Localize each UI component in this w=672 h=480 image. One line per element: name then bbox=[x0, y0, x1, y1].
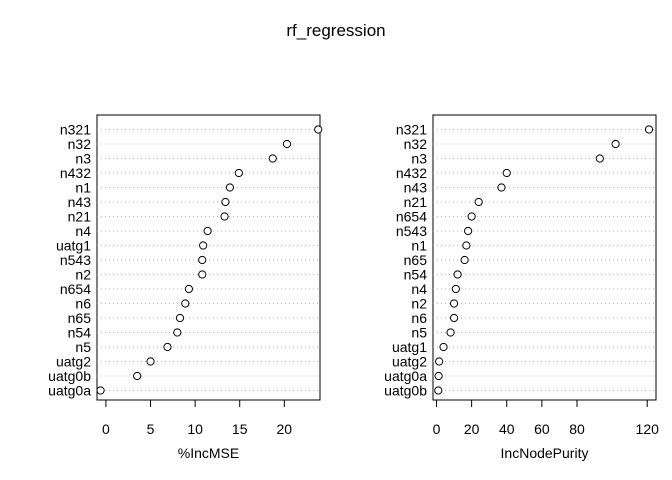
chart-title: rf_regression bbox=[286, 21, 385, 40]
category-label: n1 bbox=[411, 238, 427, 254]
category-label: uatg0a bbox=[48, 383, 91, 399]
category-label: n65 bbox=[404, 252, 428, 268]
category-label: uatg2 bbox=[392, 354, 427, 370]
category-label: n543 bbox=[396, 223, 427, 239]
x-tick-label: 20 bbox=[464, 421, 480, 437]
x-tick-label: 0 bbox=[102, 421, 110, 437]
category-label: n5 bbox=[75, 339, 91, 355]
data-point bbox=[314, 125, 323, 134]
data-point bbox=[163, 342, 172, 352]
panel-incmse: n321n32n3n432n1n43n21n4uatg1n543n2n654n6… bbox=[48, 114, 323, 461]
category-label: n543 bbox=[60, 252, 91, 268]
x-tick-label: 0 bbox=[433, 421, 441, 437]
category-label: uatg1 bbox=[392, 339, 427, 355]
data-point bbox=[460, 255, 469, 265]
category-label: n2 bbox=[411, 296, 427, 312]
x-axis-label: %IncMSE bbox=[178, 445, 239, 461]
x-tick-label: 20 bbox=[277, 421, 293, 437]
data-point bbox=[644, 125, 654, 134]
data-point bbox=[446, 328, 455, 337]
category-label: n5 bbox=[411, 325, 427, 341]
category-label: uatg1 bbox=[56, 238, 91, 254]
category-label: n54 bbox=[404, 267, 428, 283]
category-label: n321 bbox=[396, 122, 427, 138]
x-tick-label: 80 bbox=[569, 421, 585, 437]
x-tick-label: 120 bbox=[636, 421, 660, 437]
x-tick-label: 10 bbox=[187, 421, 203, 437]
category-label: n2 bbox=[75, 267, 91, 283]
data-point bbox=[474, 197, 483, 207]
data-point bbox=[449, 299, 459, 308]
category-label: n3 bbox=[75, 151, 91, 167]
category-label: n654 bbox=[60, 281, 91, 297]
data-point bbox=[611, 139, 620, 149]
x-tick-label: 60 bbox=[534, 421, 550, 437]
panel-incnodepurity: n321n32n3n432n43n21n654n543n1n65n54n4n2n… bbox=[384, 114, 660, 461]
data-point bbox=[434, 386, 443, 395]
plot-frame bbox=[96, 114, 321, 401]
category-label: n4 bbox=[75, 223, 91, 239]
data-point bbox=[464, 226, 473, 236]
category-label: uatg2 bbox=[56, 354, 91, 370]
data-point bbox=[184, 284, 193, 294]
category-label: n321 bbox=[60, 122, 91, 138]
category-label: n21 bbox=[68, 209, 92, 225]
data-point bbox=[225, 183, 235, 192]
x-tick-label: 5 bbox=[147, 421, 155, 437]
category-label: n3 bbox=[411, 151, 427, 167]
data-point bbox=[502, 168, 511, 178]
data-point bbox=[96, 386, 105, 395]
data-point bbox=[199, 241, 208, 250]
x-tick-label: 40 bbox=[499, 421, 515, 437]
category-label: uatg0a bbox=[384, 368, 427, 384]
data-point bbox=[435, 357, 444, 366]
data-point bbox=[467, 212, 476, 221]
category-label: n32 bbox=[404, 136, 428, 152]
data-point bbox=[234, 168, 243, 178]
data-point bbox=[220, 212, 229, 221]
data-point bbox=[146, 357, 155, 366]
data-point bbox=[175, 313, 185, 323]
data-point bbox=[462, 241, 471, 250]
category-label: n32 bbox=[68, 136, 92, 152]
category-label: n4 bbox=[411, 281, 427, 297]
category-label: uatg0b bbox=[384, 383, 427, 399]
data-point bbox=[198, 270, 207, 279]
category-label: n6 bbox=[75, 296, 91, 312]
x-tick-label: 15 bbox=[232, 421, 248, 437]
category-label: n1 bbox=[75, 180, 91, 196]
data-point bbox=[497, 183, 506, 192]
data-point bbox=[282, 139, 292, 149]
data-point bbox=[595, 154, 604, 163]
category-label: n654 bbox=[396, 209, 427, 225]
x-axis-label: IncNodePurity bbox=[501, 445, 589, 461]
data-point bbox=[133, 371, 142, 381]
data-point bbox=[439, 342, 448, 352]
data-point bbox=[173, 328, 182, 337]
category-label: n43 bbox=[68, 194, 92, 210]
category-label: n6 bbox=[411, 310, 427, 326]
data-point bbox=[451, 284, 460, 294]
category-label: n21 bbox=[404, 194, 428, 210]
data-point bbox=[434, 371, 443, 381]
data-point bbox=[449, 313, 459, 323]
category-label: n432 bbox=[396, 165, 427, 181]
category-label: n65 bbox=[68, 310, 92, 326]
category-label: n43 bbox=[404, 180, 428, 196]
category-label: n54 bbox=[68, 325, 92, 341]
data-point bbox=[198, 255, 207, 265]
data-point bbox=[453, 270, 462, 279]
data-point bbox=[221, 197, 230, 207]
data-point bbox=[203, 226, 212, 236]
data-point bbox=[181, 299, 190, 308]
category-label: uatg0b bbox=[48, 368, 91, 384]
data-point bbox=[268, 154, 277, 163]
category-label: n432 bbox=[60, 165, 91, 181]
